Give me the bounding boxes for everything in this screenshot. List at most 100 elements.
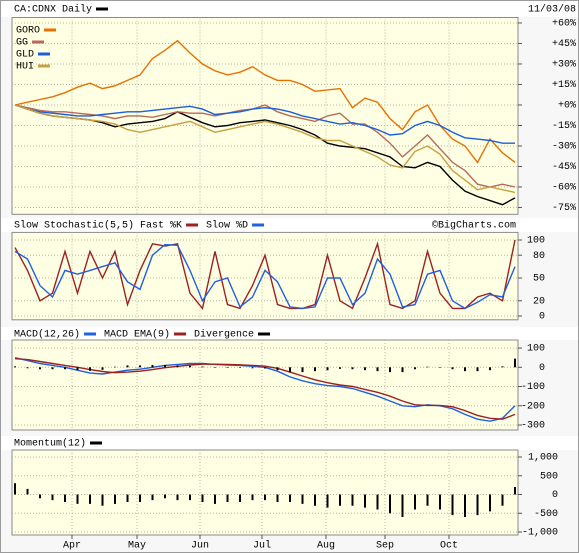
bar [51, 367, 54, 370]
bar [76, 494, 79, 504]
plot-area [11, 449, 519, 536]
bar [164, 365, 166, 368]
y-tick-label: -15% [552, 121, 576, 132]
x-tick-label: Sep [376, 541, 394, 552]
bar [489, 367, 491, 371]
bar [64, 367, 66, 370]
bar [201, 494, 204, 503]
y-tick-label: -100 [521, 382, 545, 393]
bar [26, 488, 29, 495]
legend-label: GLD [16, 50, 34, 61]
y-tick-label: 0 [539, 312, 545, 323]
legend-label: Momentum(12) [14, 438, 86, 450]
bar [464, 367, 466, 372]
header-band [1, 1, 578, 17]
y-tick-label: 0 [552, 490, 558, 501]
source-label: ©BigCharts.com [432, 220, 516, 232]
y-tick-label: 0 [539, 363, 545, 374]
x-tick-label: Apr [63, 541, 81, 552]
y-tick-label: 100 [527, 344, 545, 355]
bar [289, 367, 291, 373]
bar [364, 494, 366, 508]
bar [176, 494, 179, 501]
bar [301, 494, 304, 504]
bar [364, 367, 366, 371]
bar [501, 494, 504, 506]
bar [326, 367, 329, 371]
bar [351, 367, 354, 370]
bar [376, 367, 379, 372]
y-tick-label: +15% [552, 80, 576, 91]
y-tick-label: -75% [552, 203, 576, 214]
bar [14, 366, 16, 368]
bar [339, 494, 341, 506]
y-tick-label: +45% [552, 39, 576, 50]
bar [39, 494, 41, 499]
bar [314, 494, 316, 506]
bar [164, 494, 166, 499]
y-tick-label: +60% [552, 19, 576, 30]
header-band [1, 436, 578, 450]
y-tick-label: -300 [521, 421, 545, 432]
y-tick-label: 50 [533, 274, 545, 285]
bar [264, 494, 266, 501]
bar [514, 358, 516, 368]
legend-label: CA:CDNX Daily [14, 4, 92, 16]
x-tick-label: Aug [317, 541, 335, 552]
bar [314, 367, 316, 372]
date-label: 11/03/08 [528, 4, 576, 16]
bar [126, 365, 129, 368]
bar [476, 367, 479, 372]
bar [139, 365, 141, 368]
header-band [1, 218, 578, 232]
bar [214, 494, 216, 504]
y-tick-label: -30% [552, 142, 576, 153]
legend-label: Slow Stochastic(5,5) Fast %K [14, 220, 182, 232]
bar [51, 494, 54, 501]
y-tick-label: -500 [534, 509, 558, 520]
bar [39, 367, 41, 370]
header-band [1, 327, 578, 340]
x-tick-label: Jul [253, 540, 271, 552]
bar [89, 494, 91, 504]
bar [114, 366, 116, 368]
legend-label: MACD EMA(9) [104, 329, 170, 341]
legend-label: HUI [16, 62, 34, 73]
x-tick-label: Oct [440, 541, 458, 552]
y-tick-label: 20 [533, 296, 545, 307]
bar [189, 494, 191, 501]
bar [376, 494, 379, 510]
bar [501, 366, 504, 368]
legend-label: GG [16, 38, 28, 49]
series-line [14, 243, 516, 310]
bar [489, 494, 491, 512]
bar [101, 367, 104, 370]
bar [276, 367, 279, 371]
bar [339, 367, 341, 369]
bar [239, 494, 241, 503]
y-tick-label: 80 [533, 251, 545, 262]
series-line [14, 104, 516, 194]
bar [126, 494, 129, 503]
bar [189, 365, 191, 368]
bar [401, 494, 404, 518]
bar [514, 487, 516, 495]
bar [389, 494, 391, 514]
y-tick-label: -200 [521, 401, 545, 412]
bar [426, 366, 429, 368]
bar [26, 367, 29, 369]
y-tick-label: +0% [558, 101, 576, 112]
bar [276, 494, 279, 503]
y-tick-label: +30% [552, 60, 576, 71]
bar [439, 494, 441, 510]
bar [326, 494, 329, 508]
y-tick-label: 500 [540, 471, 558, 482]
bar [14, 483, 16, 495]
y-tick-label: -60% [552, 183, 576, 194]
bar [239, 367, 241, 368]
bar [264, 367, 266, 369]
bar [414, 494, 416, 510]
bar [251, 494, 254, 501]
bar [451, 367, 454, 370]
